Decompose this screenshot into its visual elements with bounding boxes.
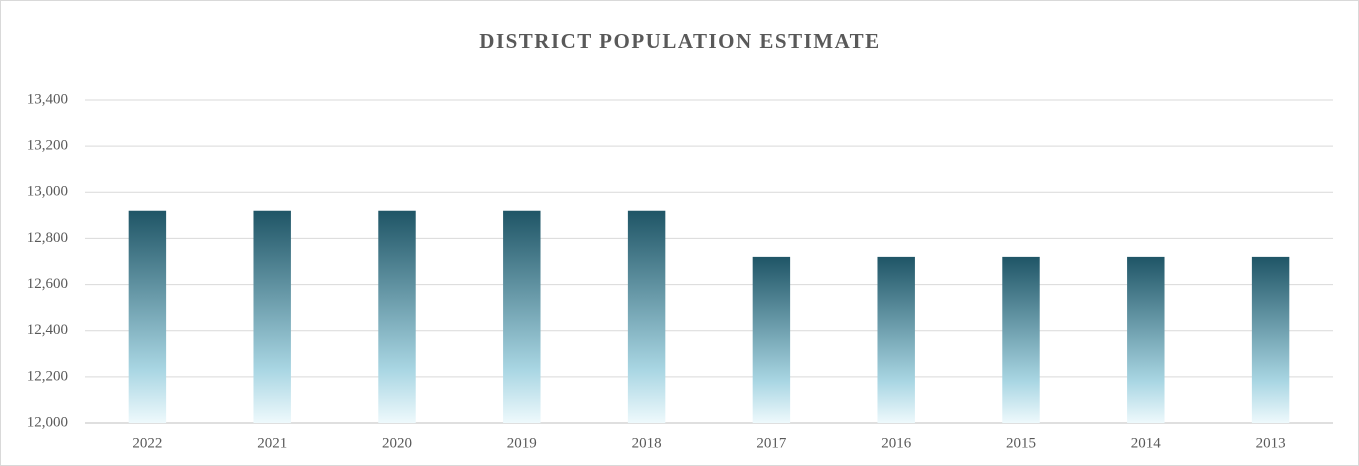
y-tick-label: 12,400	[27, 322, 68, 338]
bar	[378, 210, 416, 423]
y-tick-label: 12,800	[27, 230, 68, 246]
x-tick-label: 2018	[632, 435, 662, 451]
bar	[503, 210, 541, 423]
x-tick-label: 2016	[881, 435, 912, 451]
bar	[752, 256, 791, 423]
x-tick-label: 2017	[756, 435, 787, 451]
x-tick-label: 2014	[1131, 435, 1162, 451]
y-tick-label: 12,000	[27, 414, 68, 430]
bar	[1002, 256, 1040, 423]
y-tick-label: 12,600	[27, 276, 68, 292]
y-tick-label: 13,000	[27, 184, 68, 200]
chart-title: DISTRICT POPULATION ESTIMATE	[479, 29, 880, 53]
bar	[627, 210, 666, 423]
x-tick-label: 2015	[1006, 435, 1036, 451]
x-tick-label: 2021	[257, 435, 287, 451]
x-tick-label: 2020	[382, 435, 412, 451]
bar	[128, 210, 167, 423]
bar	[1127, 256, 1165, 423]
y-tick-label: 13,200	[27, 138, 68, 154]
bar	[253, 210, 291, 423]
x-tick-label: 2022	[132, 435, 162, 451]
x-tick-label: 2019	[507, 435, 537, 451]
y-tick-label: 12,200	[27, 368, 68, 384]
x-tick-label: 2013	[1256, 435, 1286, 451]
bar	[1251, 256, 1290, 423]
bar	[877, 256, 915, 423]
y-tick-label: 13,400	[27, 91, 68, 107]
